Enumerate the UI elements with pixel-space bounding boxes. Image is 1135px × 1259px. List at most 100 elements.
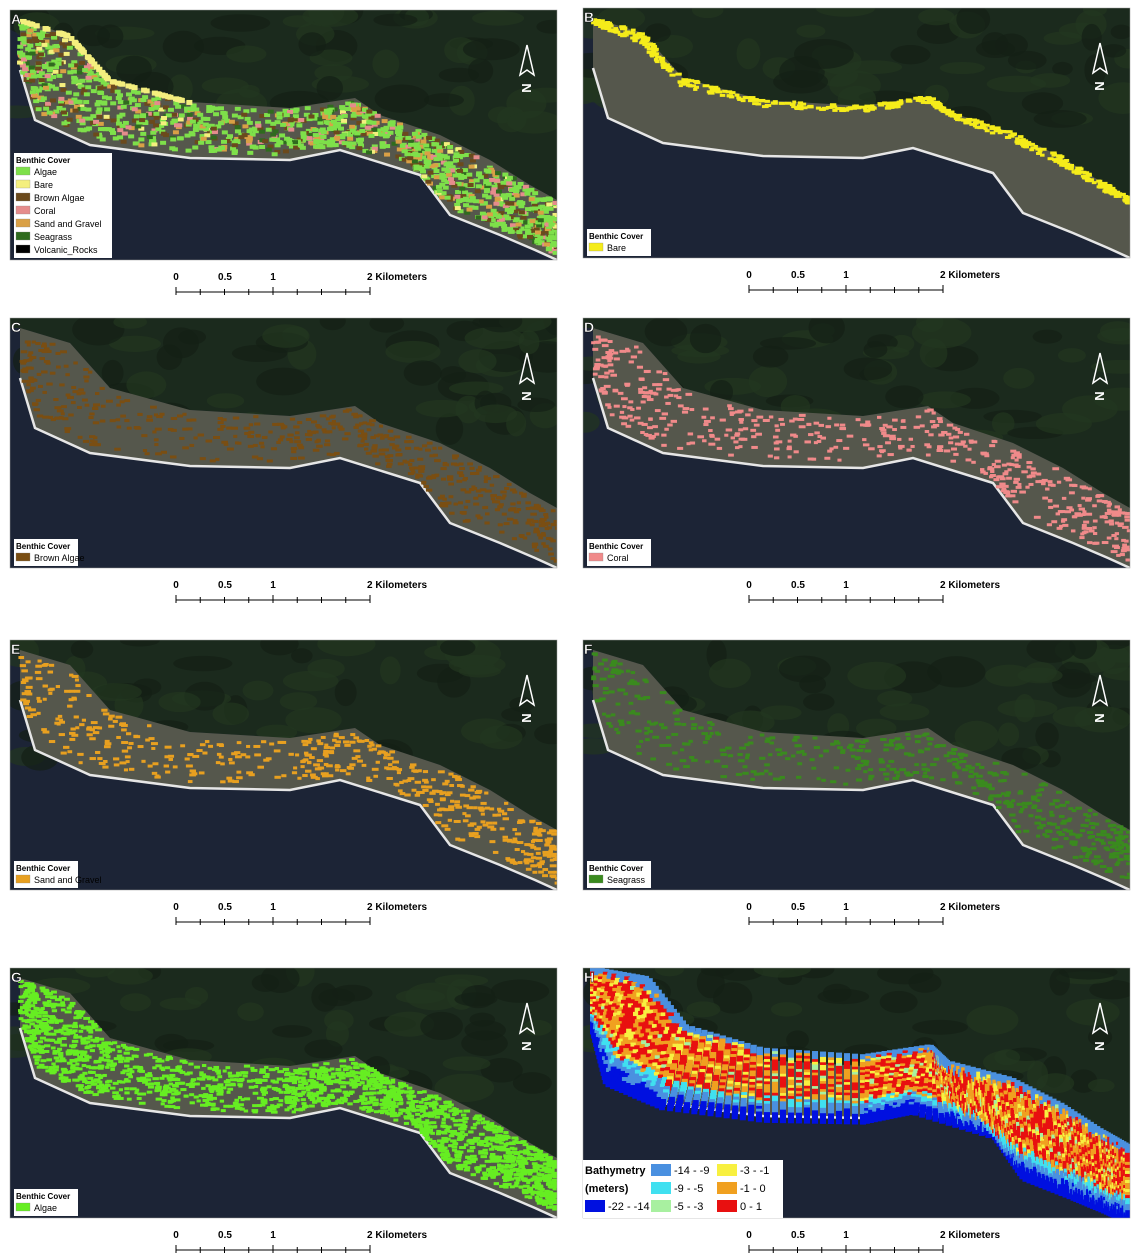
cover-patch <box>639 32 645 35</box>
forest <box>847 662 906 690</box>
cover-patch <box>313 133 319 137</box>
cover-patch <box>28 708 32 711</box>
cover-patch <box>463 520 470 523</box>
cover-patch <box>1027 475 1032 478</box>
cover-patch <box>659 723 664 726</box>
cover-patch <box>217 428 223 431</box>
cover-patch <box>728 754 733 757</box>
cover-patch <box>519 210 525 214</box>
cover-patch <box>1058 157 1063 160</box>
cover-patch <box>1021 144 1027 147</box>
cover-patch <box>189 444 194 447</box>
cover-patch <box>900 426 906 429</box>
cover-patch <box>388 763 392 766</box>
cover-patch <box>177 414 183 417</box>
cover-patch <box>238 135 244 139</box>
cover-patch <box>299 1077 306 1080</box>
cover-patch <box>930 420 936 423</box>
cover-patch <box>534 549 539 552</box>
cover-patch <box>949 436 954 439</box>
cover-patch <box>493 202 499 206</box>
cover-patch <box>303 758 308 761</box>
cover-patch <box>257 766 264 769</box>
cover-patch <box>513 838 518 841</box>
cover-patch <box>532 520 538 523</box>
cover-patch <box>32 94 38 98</box>
cover-patch <box>969 440 974 443</box>
cover-patch <box>135 91 141 95</box>
cover-patch <box>345 107 351 111</box>
cover-patch <box>53 398 58 401</box>
cover-patch <box>276 112 282 116</box>
cover-patch <box>834 423 839 426</box>
cover-patch <box>445 828 451 831</box>
scale-bar: 00.512 Kilometers <box>746 902 1000 925</box>
cover-patch <box>604 385 611 388</box>
cover-patch <box>165 746 172 749</box>
forest <box>372 50 399 79</box>
cover-patch <box>595 699 600 702</box>
cover-patch <box>1034 516 1041 519</box>
cover-patch <box>95 392 99 395</box>
cover-patch <box>234 751 240 754</box>
legend-title: Benthic Cover <box>589 864 643 873</box>
scale-label: 1 <box>843 270 849 281</box>
cover-patch <box>641 41 647 44</box>
cover-patch <box>340 769 347 772</box>
legend-swatch <box>16 206 30 214</box>
cover-patch <box>249 128 255 132</box>
cover-patch <box>953 435 959 438</box>
forest <box>158 692 200 712</box>
cover-patch <box>623 27 627 30</box>
cover-patch <box>184 1095 188 1098</box>
cover-patch <box>765 100 770 103</box>
cover-patch <box>621 422 627 425</box>
cover-patch <box>517 200 523 204</box>
cover-patch <box>950 460 956 463</box>
cover-patch <box>91 89 97 93</box>
cover-patch <box>1017 456 1022 459</box>
forest <box>737 38 761 69</box>
forest <box>436 413 463 445</box>
cover-patch <box>937 417 943 420</box>
cover-patch <box>43 86 49 90</box>
cover-patch <box>925 430 929 433</box>
scale-label: 2 Kilometers <box>367 902 427 913</box>
cover-patch <box>1036 809 1042 812</box>
cover-patch <box>976 775 983 778</box>
panel-label: C <box>11 319 21 335</box>
cover-patch <box>414 447 419 450</box>
cover-patch <box>110 101 116 105</box>
legend: Benthic CoverAlgaeBareBrown AlgaeCoralSa… <box>14 153 112 258</box>
cover-patch <box>764 770 769 773</box>
cover-patch <box>97 91 103 95</box>
forest <box>779 656 831 683</box>
cover-patch <box>848 744 853 747</box>
cover-patch <box>36 61 42 65</box>
cover-patch <box>365 126 371 130</box>
cover-patch <box>727 404 732 407</box>
cover-patch <box>515 832 521 835</box>
cover-patch <box>743 765 748 768</box>
cover-patch <box>465 500 470 503</box>
cover-patch <box>22 368 28 371</box>
cover-patch <box>834 766 839 769</box>
cover-patch <box>1026 461 1032 464</box>
forest <box>311 983 338 1012</box>
cover-patch <box>794 736 800 739</box>
forest <box>404 360 442 385</box>
cover-patch <box>415 781 421 784</box>
cover-patch <box>551 509 556 512</box>
cover-patch <box>137 413 142 416</box>
cover-patch <box>790 103 796 106</box>
cover-patch <box>725 747 731 750</box>
cover-patch <box>510 206 516 210</box>
cover-patch <box>342 141 348 145</box>
cover-patch <box>193 128 199 132</box>
cover-patch <box>928 742 933 745</box>
cover-patch <box>170 455 177 458</box>
cover-patch <box>350 103 356 107</box>
forest <box>283 15 314 27</box>
cover-patch <box>366 110 372 114</box>
cover-patch <box>802 753 807 756</box>
